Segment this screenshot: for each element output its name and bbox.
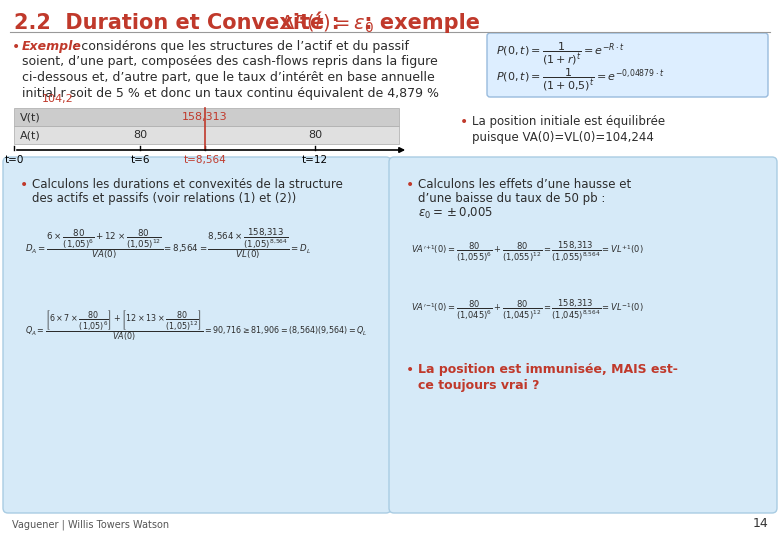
Bar <box>14 108 399 126</box>
Text: $VA'^{-1}(0)=\dfrac{80}{(1{,}045)^6}+\dfrac{80}{(1{,}045)^{12}}=\dfrac{158{,}313: $VA'^{-1}(0)=\dfrac{80}{(1{,}045)^6}+\df… <box>411 298 644 322</box>
Text: 158,313: 158,313 <box>183 112 228 122</box>
Bar <box>14 126 399 144</box>
Text: : exemple: : exemple <box>357 13 480 33</box>
Text: $\varepsilon_0=\pm0{,}005$: $\varepsilon_0=\pm0{,}005$ <box>418 206 493 221</box>
Text: $D_A = \dfrac{6\times\dfrac{80}{(1{,}05)^6}+12\times\dfrac{80}{(1{,}05)^{12}}}{V: $D_A = \dfrac{6\times\dfrac{80}{(1{,}05)… <box>25 226 311 261</box>
Text: initial r soit de 5 % et donc un taux continu équivalent de 4,879 %: initial r soit de 5 % et donc un taux co… <box>22 86 439 99</box>
Text: soient, d’une part, composées des cash-flows repris dans la figure: soient, d’une part, composées des cash-f… <box>22 56 438 69</box>
Text: •: • <box>460 115 468 129</box>
Text: 80: 80 <box>133 130 147 140</box>
Text: ce toujours vrai ?: ce toujours vrai ? <box>418 379 540 392</box>
Text: 104,2: 104,2 <box>42 94 74 104</box>
Text: •: • <box>20 178 28 192</box>
Text: •: • <box>406 363 414 377</box>
Text: 2.2  Duration et Convexité :: 2.2 Duration et Convexité : <box>14 13 347 33</box>
Text: d’une baisse du taux de 50 pb :: d’une baisse du taux de 50 pb : <box>418 192 605 205</box>
Text: Vaguener | Willis Towers Watson: Vaguener | Willis Towers Watson <box>12 519 169 530</box>
Text: : considérons que les structures de l’actif et du passif: : considérons que les structures de l’ac… <box>73 40 409 53</box>
Text: 14: 14 <box>752 517 768 530</box>
Text: 80: 80 <box>308 130 322 140</box>
Text: •: • <box>12 40 20 54</box>
Text: $Q_A = \dfrac{\left[6\times7\times\dfrac{80}{(1{,}05)^6}\right]+\left[12\times13: $Q_A = \dfrac{\left[6\times7\times\dfrac… <box>25 308 367 342</box>
Text: Calculons les durations et convexités de la structure: Calculons les durations et convexités de… <box>32 178 343 191</box>
Text: La position est immunisée, MAIS est-: La position est immunisée, MAIS est- <box>418 363 678 376</box>
Text: A(t): A(t) <box>20 130 41 140</box>
Text: t=6: t=6 <box>130 155 150 165</box>
Text: des actifs et passifs (voir relations (1) et (2)): des actifs et passifs (voir relations (1… <box>32 192 296 205</box>
FancyBboxPatch shape <box>487 33 768 97</box>
Text: •: • <box>406 178 414 192</box>
FancyBboxPatch shape <box>389 157 777 513</box>
Text: $\Delta R(t) = \varepsilon_0$: $\Delta R(t) = \varepsilon_0$ <box>280 13 374 35</box>
Text: puisque VA(0)=VL(0)=104,244: puisque VA(0)=VL(0)=104,244 <box>472 131 654 144</box>
Text: Calculons les effets d’une hausse et: Calculons les effets d’une hausse et <box>418 178 631 191</box>
Text: $P(0,t) = \dfrac{1}{(1+0{,}5)^{t}} = e^{-0{,}04879\cdot t}$: $P(0,t) = \dfrac{1}{(1+0{,}5)^{t}} = e^{… <box>496 67 665 93</box>
Text: V(t): V(t) <box>20 112 41 122</box>
Text: t=0: t=0 <box>5 155 23 165</box>
FancyBboxPatch shape <box>3 157 391 513</box>
Text: t=8,564: t=8,564 <box>183 155 226 165</box>
Text: $VA'^{+1}(0)=\dfrac{80}{(1{,}055)^6}+\dfrac{80}{(1{,}055)^{12}}=\dfrac{158{,}313: $VA'^{+1}(0)=\dfrac{80}{(1{,}055)^6}+\df… <box>411 240 644 264</box>
Text: Exemple: Exemple <box>22 40 82 53</box>
Text: $P(0,t) = \dfrac{1}{(1+r)^{t}} = e^{-\bar{R}\cdot t}$: $P(0,t) = \dfrac{1}{(1+r)^{t}} = e^{-\ba… <box>496 41 625 68</box>
Text: ci-dessous et, d’autre part, que le taux d’intérêt en base annuelle: ci-dessous et, d’autre part, que le taux… <box>22 71 434 84</box>
Text: t=12: t=12 <box>302 155 328 165</box>
Text: La position initiale est équilibrée: La position initiale est équilibrée <box>472 115 665 128</box>
